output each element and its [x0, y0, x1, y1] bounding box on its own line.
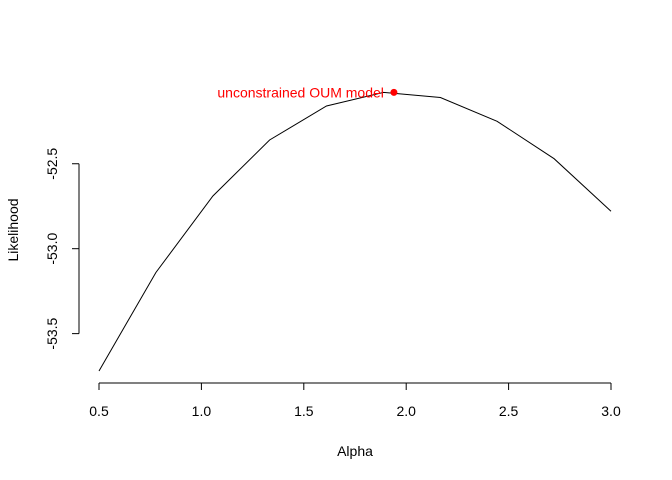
annotation-label: unconstrained OUM model [217, 84, 384, 100]
annotation-point [390, 88, 398, 96]
y-tick-label: -53.0 [44, 233, 60, 265]
data-points [99, 92, 611, 371]
x-axis: 0.5 1.0 1.5 2.0 2.5 3.0 [89, 382, 621, 419]
x-tick-label: 3.0 [601, 403, 621, 419]
y-tick-label: -52.5 [44, 148, 60, 180]
y-axis-title: Likelihood [5, 198, 21, 261]
x-tick-label: 0.5 [89, 403, 109, 419]
y-tick-label: -53.5 [44, 317, 60, 349]
annotation: unconstrained OUM model [217, 84, 398, 100]
x-axis-title: Alpha [337, 443, 373, 459]
x-tick-label: 1.5 [294, 403, 314, 419]
x-tick-label: 2.5 [499, 403, 519, 419]
y-axis: -52.5 -53.0 -53.5 [44, 148, 80, 350]
likelihood-curve [98, 91, 612, 372]
x-tick-label: 2.0 [396, 403, 416, 419]
x-tick-label: 1.0 [192, 403, 212, 419]
